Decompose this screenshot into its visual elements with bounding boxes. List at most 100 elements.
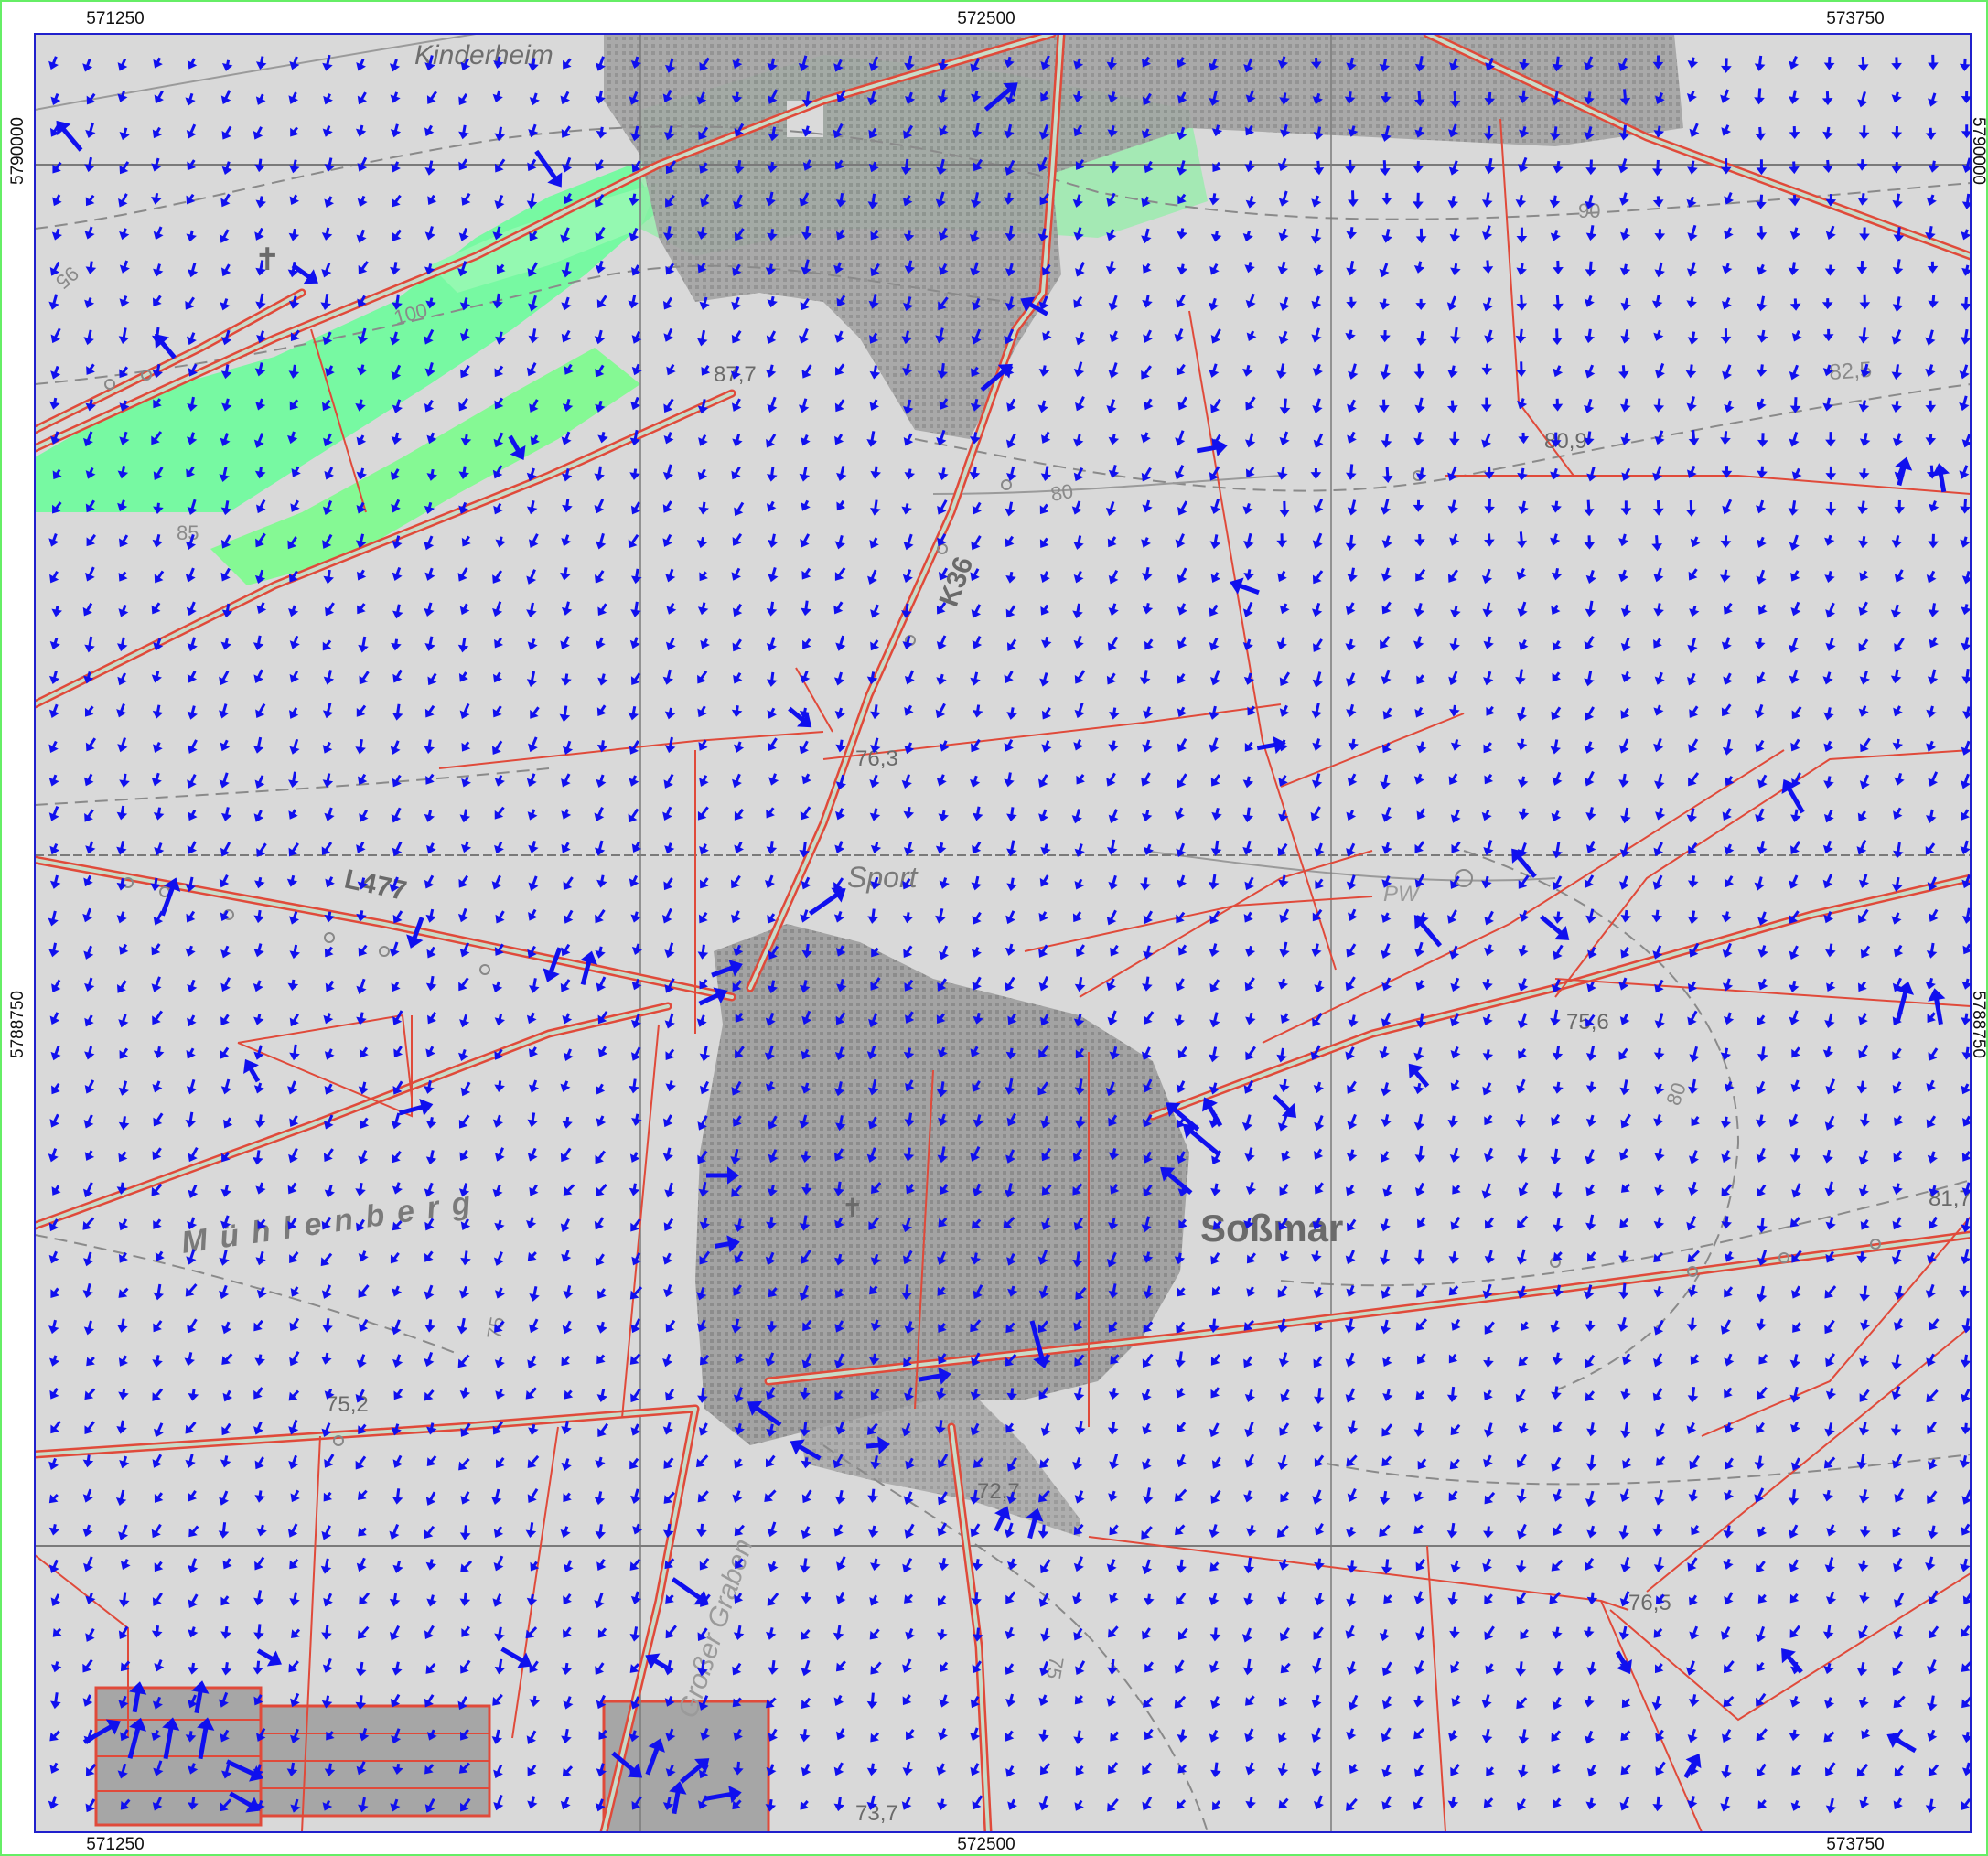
wind-arrow [594, 807, 605, 821]
wind-arrow [595, 260, 606, 274]
wind-arrow [1345, 638, 1356, 652]
wind-arrow [1003, 192, 1015, 205]
wind-arrow [187, 671, 198, 683]
wind-arrow [1961, 193, 1971, 209]
wind-arrow [1859, 774, 1870, 789]
wind-arrow [187, 499, 198, 515]
wind-arrow [118, 327, 130, 344]
wind-arrow [1379, 59, 1391, 72]
wind-arrow [1929, 500, 1940, 512]
wind-arrow [870, 737, 881, 754]
wind-arrow [220, 329, 232, 346]
wind-arrow [1310, 57, 1322, 70]
wind-arrow [870, 704, 881, 720]
wind-arrow [1142, 295, 1153, 308]
wind-arrow [630, 264, 641, 276]
wind-arrow [152, 533, 163, 548]
wind-arrow [1039, 672, 1050, 687]
wind-arrow [119, 127, 130, 141]
wind-arrow [662, 500, 672, 513]
wind-arrow [1756, 536, 1767, 548]
wind-arrow [1106, 192, 1116, 207]
wind-arrow [528, 295, 539, 312]
wind-arrow [1858, 536, 1869, 549]
wind-arrow [561, 431, 572, 445]
wind-arrow [1346, 260, 1357, 276]
wind-arrow [1141, 128, 1152, 139]
wind-arrow [1037, 228, 1049, 242]
wind-arrow [1140, 432, 1151, 444]
wind-arrow [459, 703, 470, 719]
wind-arrow [1790, 570, 1800, 582]
wind-arrow [732, 58, 743, 69]
x-coord-top-3: 573750 [1826, 9, 1885, 28]
wind-arrow [1108, 603, 1119, 617]
wind-arrow [324, 157, 335, 173]
wind-arrow [1209, 193, 1220, 206]
wind-arrow [1586, 466, 1597, 482]
wind-arrow [185, 567, 196, 583]
wind-arrow [289, 399, 299, 411]
wind-arrow [49, 638, 60, 650]
wind-arrow [561, 673, 572, 686]
wind-arrow [902, 295, 914, 311]
wind-arrow [734, 808, 745, 821]
wind-arrow [1858, 125, 1870, 140]
wind-arrow [1075, 261, 1085, 277]
wind-arrow [1348, 125, 1359, 137]
place-label-pw: PW [1383, 882, 1421, 907]
wind-arrow [665, 638, 676, 651]
wind-arrow [732, 603, 743, 617]
wind-arrow [1347, 190, 1359, 208]
wind-arrow [766, 637, 777, 652]
wind-arrow [563, 58, 572, 70]
wind-arrow [1073, 227, 1084, 241]
wind-arrow [732, 532, 743, 546]
wind-arrow [1620, 329, 1631, 344]
wind-arrow [1106, 672, 1116, 685]
wind-arrow [869, 808, 881, 821]
wind-arrow [424, 567, 435, 581]
wind-arrow [1857, 56, 1869, 72]
wind-arrow [1585, 364, 1596, 379]
wind-arrow [256, 499, 266, 514]
wind-arrow [1822, 126, 1833, 140]
wind-arrow [1517, 601, 1528, 617]
wind-arrow [1142, 603, 1154, 615]
wind-arrow [391, 364, 402, 381]
wind-arrow [1482, 602, 1493, 617]
wind-arrow [1106, 56, 1118, 70]
wind-arrow [358, 636, 369, 653]
wind-arrow [596, 295, 607, 308]
wind-arrow [562, 499, 573, 513]
wind-arrow [1279, 603, 1290, 615]
wind-arrow [1618, 192, 1629, 206]
wind-arrow [1177, 773, 1187, 789]
wind-arrow [1413, 499, 1424, 512]
wind-arrow [1960, 499, 1971, 514]
wind-arrow [1177, 126, 1187, 140]
wind-arrow [836, 499, 846, 511]
wind-arrow [322, 741, 333, 754]
wind-arrow [1584, 770, 1595, 787]
wind-arrow [870, 263, 880, 277]
wind-arrow [83, 671, 94, 684]
wind-arrow [1312, 738, 1323, 751]
wind-arrow [1038, 774, 1048, 789]
wind-arrow [1312, 92, 1323, 105]
wind-arrow [935, 703, 946, 719]
wind-arrow [459, 603, 470, 616]
wind-arrow [220, 298, 231, 311]
wind-arrow [801, 600, 811, 617]
wind-arrow [1720, 158, 1732, 175]
wind-arrow [1449, 58, 1459, 71]
wind-arrow [800, 533, 811, 548]
wind-arrow [1893, 705, 1903, 717]
wind-arrow [1481, 192, 1493, 208]
wind-arrow [1584, 636, 1595, 650]
wind-arrow [1757, 604, 1768, 615]
wind-arrow [904, 260, 916, 274]
wind-arrow [734, 741, 745, 753]
wind-arrow [665, 58, 676, 73]
wind-arrow [870, 229, 880, 241]
